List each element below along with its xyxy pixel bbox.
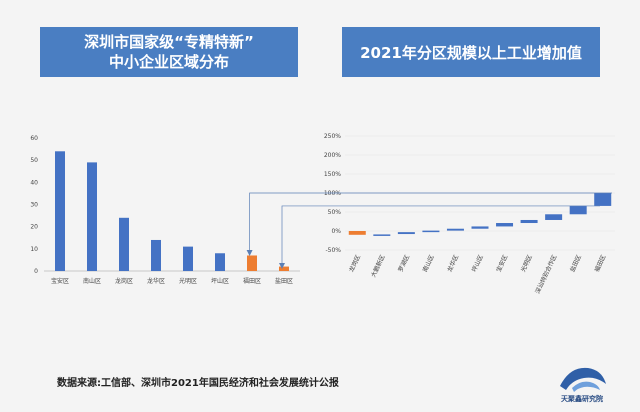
right-x-tick-label: 光明区 (519, 253, 534, 273)
arrow-down-icon (279, 263, 285, 269)
right-bar (397, 232, 415, 235)
right-bar (471, 226, 489, 229)
right-x-tick-label: 盐田区 (568, 253, 583, 273)
right-x-tick-label: 龙岗区 (347, 253, 362, 273)
left-x-tick-label: 南山区 (83, 277, 101, 285)
right-y-tick-label: 250% (324, 133, 341, 140)
left-bar (55, 151, 65, 271)
right-bar (373, 234, 391, 236)
right-bar (545, 214, 563, 220)
left-x-tick-label: 龙华区 (147, 277, 165, 285)
left-y-tick-label: 60 (30, 135, 38, 142)
logo: 天聚鑫研究院 (560, 367, 606, 403)
logo-swoosh-icon (560, 367, 606, 390)
left-title-line1: 深圳市国家级“专精特新” (84, 33, 254, 51)
left-x-tick-label: 光明区 (179, 277, 197, 285)
left-bar (279, 266, 289, 271)
left-title-line2: 中小企业区域分布 (108, 53, 229, 71)
right-x-tick-label: 福田区 (593, 253, 608, 273)
right-x-tick-label: 大鹏新区 (369, 253, 386, 278)
left-y-tick-label: 30 (30, 202, 38, 209)
left-x-tick-label: 龙岗区 (115, 277, 133, 285)
right-chart-title: 2021年分区规模以上工业增加值 (342, 27, 600, 77)
right-bar (446, 228, 464, 231)
right-y-tick-label: -50% (325, 247, 341, 254)
right-bar (594, 193, 612, 206)
right-title-text: 2021年分区规模以上工业增加值 (360, 43, 582, 62)
left-y-tick-label: 40 (30, 179, 38, 186)
right-y-tick-label: 0% (331, 228, 341, 235)
left-chart-title: 深圳市国家级“专精特新” 中小企业区域分布 (40, 27, 298, 77)
right-x-tick-label: 南山区 (421, 253, 436, 273)
left-x-tick-label: 盐田区 (275, 277, 293, 285)
right-bar (569, 205, 587, 215)
right-x-tick-label: 宝安区 (494, 253, 509, 273)
left-bar (247, 255, 257, 271)
right-x-tick-label: 龙华区 (445, 253, 460, 273)
left-x-tick-label: 坪山区 (211, 277, 229, 285)
left-y-tick-label: 0 (34, 268, 38, 275)
source-note: 数据来源:工信部、深圳市2021年国民经济和社会发展统计公报 (57, 378, 339, 389)
right-bar (520, 219, 538, 224)
right-bar (422, 230, 440, 233)
right-x-tick-label: 坪山区 (470, 253, 485, 273)
left-bar (215, 253, 225, 271)
left-bar (183, 246, 193, 271)
right-y-tick-label: 100% (324, 190, 341, 197)
left-y-tick-label: 10 (30, 246, 38, 253)
right-x-tick-label: 罗湖区 (396, 253, 411, 273)
left-x-tick-label: 宝安区 (51, 277, 69, 285)
left-bar (151, 239, 161, 271)
right-y-tick-label: 150% (324, 171, 341, 178)
logo-text: 天聚鑫研究院 (561, 394, 603, 403)
right-x-tick-label: 深汕特别合作区 (533, 253, 558, 294)
logo-inner-swoosh-icon (572, 381, 600, 392)
right-y-tick-label: 50% (328, 209, 342, 216)
left-y-tick-label: 20 (30, 224, 38, 231)
left-bar (119, 217, 129, 271)
right-bar (496, 223, 514, 227)
right-y-tick-label: 200% (324, 152, 341, 159)
connector-arrows (246, 192, 612, 269)
connector-line-futian (249, 192, 612, 250)
arrow-down-icon (246, 250, 253, 256)
right-bar (348, 231, 366, 235)
left-bar (87, 162, 97, 271)
right-waterfall-chart: -50% 0% 50% 100% 150% 200% 250% 龙岗区 大鹏新区 罗湖区 南山区 龙华… (324, 133, 615, 295)
left-y-tick-label: 50 (30, 157, 38, 164)
connector-line-yantian (281, 205, 600, 263)
left-x-tick-label: 福田区 (243, 277, 261, 285)
left-bar-chart: 0 10 20 30 40 50 60 宝安区 南山区 龙岗区 龙华区 光明区 坪山区 福田区 盐田区 (30, 135, 300, 285)
